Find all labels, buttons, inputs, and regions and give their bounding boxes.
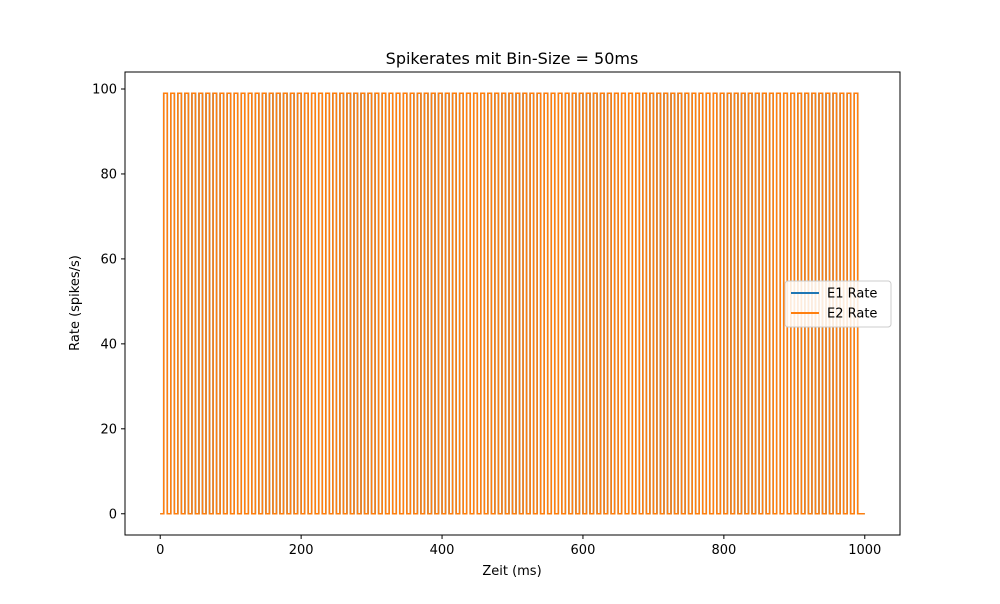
x-tick-label: 400 xyxy=(430,543,455,558)
x-tick-label: 0 xyxy=(156,543,164,558)
legend-label-1: E1 Rate xyxy=(827,287,877,302)
y-tick-label: 40 xyxy=(100,337,117,352)
legend: E1 Rate E2 Rate xyxy=(784,280,892,328)
y-tick-label: 80 xyxy=(100,167,117,182)
y-tick-label: 100 xyxy=(92,82,117,97)
x-tick-label: 1000 xyxy=(848,543,881,558)
y-axis-label: Rate (spikes/s) xyxy=(68,255,83,351)
legend-label-2: E2 Rate xyxy=(827,307,877,322)
series-line-2 xyxy=(160,92,865,515)
x-tick-label: 200 xyxy=(289,543,314,558)
chart-title: Spikerates mit Bin-Size = 50ms xyxy=(386,49,639,68)
x-tick-label: 800 xyxy=(711,543,736,558)
x-axis-label: Zeit (ms) xyxy=(482,564,541,579)
axes-layer: 0 200 400 600 800 1000 0 20 40 60 80 100 xyxy=(92,71,901,558)
y-tick-label: 0 xyxy=(109,507,117,522)
y-tick-label: 60 xyxy=(100,252,117,267)
x-tick-label: 600 xyxy=(571,543,596,558)
y-tick-label: 20 xyxy=(100,422,117,437)
plot-frame xyxy=(124,71,901,536)
series-layer xyxy=(160,92,865,515)
